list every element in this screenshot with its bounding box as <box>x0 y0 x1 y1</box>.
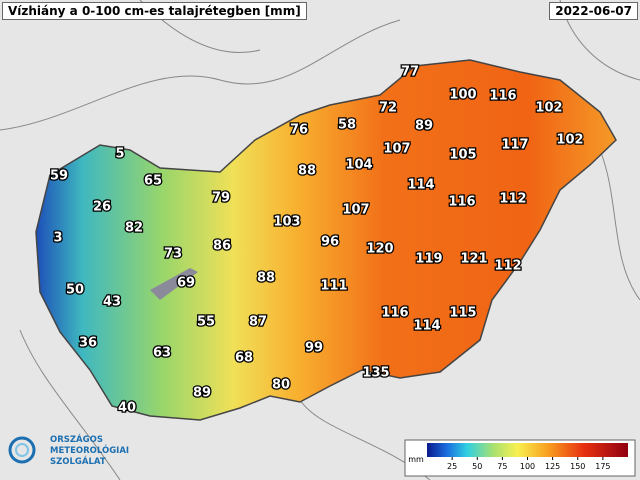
station-value: 99 <box>305 341 323 356</box>
station-value: 100 <box>449 88 476 103</box>
station-value: 88 <box>298 164 316 179</box>
station-value: 116 <box>381 306 408 321</box>
station-value: 135 <box>362 366 389 381</box>
station-value: 102 <box>535 101 562 116</box>
station-value: 86 <box>213 239 231 254</box>
station-value: 73 <box>164 247 182 262</box>
title: Vízhiány a 0-100 cm-es talajrétegben [mm… <box>2 2 307 20</box>
station-value: 76 <box>290 123 308 138</box>
station-value: 26 <box>93 200 111 215</box>
station-value: 114 <box>413 319 440 334</box>
station-value: 96 <box>321 235 339 250</box>
station-value: 82 <box>125 221 143 236</box>
station-value: 80 <box>272 378 290 393</box>
station-value: 103 <box>273 215 300 230</box>
station-value: 3 <box>53 231 62 246</box>
station-value: 116 <box>448 195 475 210</box>
station-value: 59 <box>50 169 68 184</box>
station-value: 40 <box>118 401 136 416</box>
station-value: 117 <box>501 138 528 153</box>
station-value: 102 <box>556 133 583 148</box>
station-value: 112 <box>494 259 521 274</box>
legend-tick-label: 50 <box>472 462 482 471</box>
station-value: 120 <box>366 242 393 257</box>
station-value: 104 <box>345 158 372 173</box>
station-value: 115 <box>449 306 476 321</box>
station-value: 58 <box>338 118 356 133</box>
station-value: 107 <box>383 142 410 157</box>
station-value: 107 <box>342 203 369 218</box>
station-value: 88 <box>257 271 275 286</box>
legend-tick-label: 100 <box>520 462 535 471</box>
station-value: 121 <box>460 252 487 267</box>
station-value: 36 <box>79 336 97 351</box>
station-value: 116 <box>489 89 516 104</box>
station-value: 55 <box>197 315 215 330</box>
logo-line: ORSZÁGOS <box>50 433 103 445</box>
station-value: 72 <box>379 101 397 116</box>
station-value: 111 <box>320 279 347 294</box>
color-bar <box>427 443 628 457</box>
legend-tick-label: 125 <box>545 462 560 471</box>
station-value: 119 <box>415 252 442 267</box>
station-value: 89 <box>193 386 211 401</box>
logo-line: SZOLGÁLAT <box>50 455 106 467</box>
country <box>35 59 617 421</box>
station-value: 5 <box>115 147 124 162</box>
station-value: 105 <box>449 148 476 163</box>
station-value: 43 <box>103 295 121 310</box>
legend-tick-label: 25 <box>447 462 457 471</box>
station-value: 68 <box>235 351 253 366</box>
legend-tick-label: 175 <box>595 462 610 471</box>
station-value: 77 <box>401 65 419 80</box>
station-value: 79 <box>212 191 230 206</box>
station-value: 69 <box>177 276 195 291</box>
station-value: 87 <box>249 315 267 330</box>
legend-tick-label: 150 <box>570 462 585 471</box>
station-value: 50 <box>66 283 84 298</box>
lake <box>150 268 198 300</box>
logo-line: METEOROLÓGIAI <box>50 444 129 456</box>
station-value: 63 <box>153 346 171 361</box>
station-value: 114 <box>407 178 434 193</box>
legend-tick-label: 75 <box>497 462 507 471</box>
station-value: 65 <box>144 174 162 189</box>
legend-unit: mm <box>408 455 424 464</box>
station-value: 89 <box>415 119 433 134</box>
date: 2022-06-07 <box>549 2 638 20</box>
station-value: 112 <box>499 192 526 207</box>
logo: ORSZÁGOS METEOROLÓGIAI SZOLGÁLAT <box>8 433 129 467</box>
